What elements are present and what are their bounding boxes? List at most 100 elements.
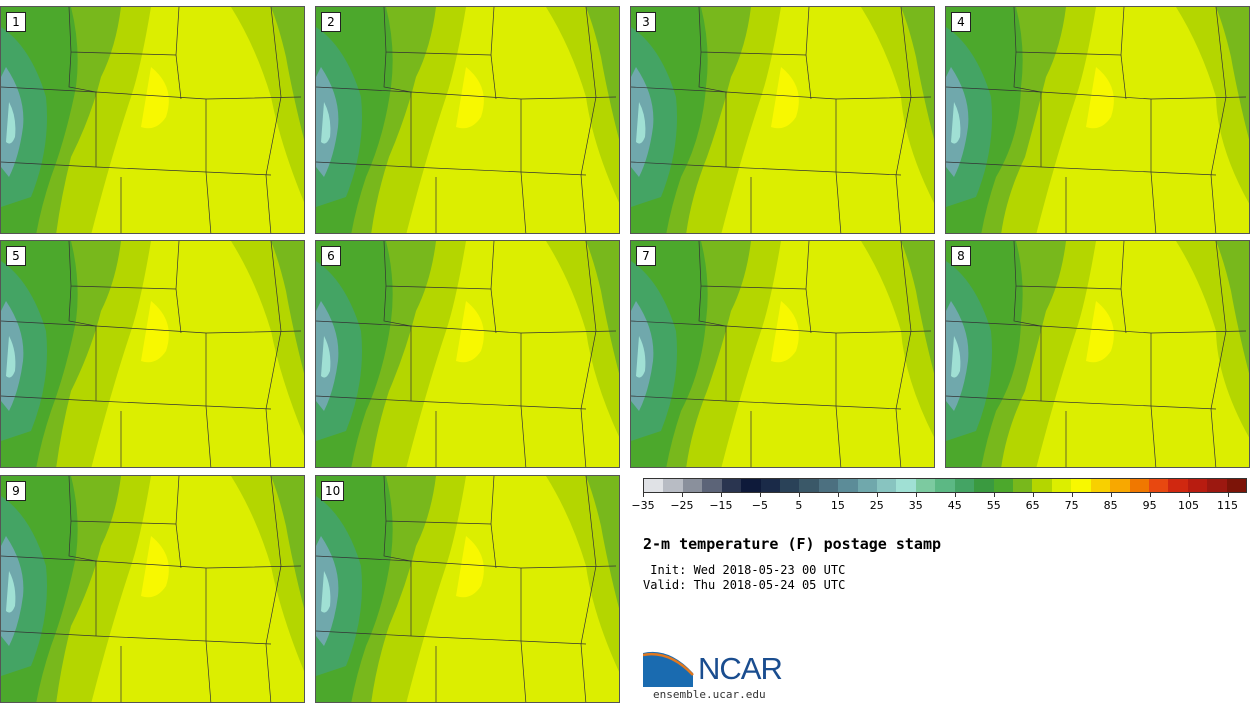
colorbar-tickmark (681, 493, 683, 497)
temperature-contour (456, 301, 484, 363)
member-panel-4: 4 (945, 6, 1250, 234)
state-border (265, 476, 282, 702)
colorbar-swatch (1226, 479, 1247, 492)
state-border (1013, 7, 1125, 56)
temperature-map (1, 7, 304, 233)
colorbar-tick-label: −35 (631, 499, 655, 512)
member-panel-10: 10 (315, 475, 620, 703)
state-border (68, 7, 180, 56)
temperature-contour (1216, 241, 1249, 374)
temperature-contour (586, 476, 619, 609)
member-panel-8: 8 (945, 240, 1250, 468)
state-border (520, 568, 527, 702)
state-border (383, 285, 412, 401)
colorbar-swatch (1051, 479, 1072, 492)
state-border (68, 520, 97, 636)
colorbar-tick-label: 65 (1025, 499, 1040, 512)
temperature-contour (456, 67, 484, 129)
colorbar-swatch (818, 479, 839, 492)
temperature-contour (861, 241, 934, 438)
colorbar-swatch (1013, 479, 1033, 492)
temperature-map (316, 476, 619, 702)
colorbar-tickmark (1227, 493, 1229, 497)
temperature-contour (321, 571, 331, 613)
temperature-contour (141, 301, 169, 363)
temperature-contour (901, 7, 934, 140)
state-border (698, 7, 810, 56)
state-border (1, 86, 97, 93)
temperature-contour (271, 7, 304, 140)
colorbar-tickmark (720, 493, 722, 497)
state-border (383, 7, 495, 56)
state-border (68, 51, 97, 167)
state-border (205, 568, 212, 702)
colorbar-tick-label: 5 (795, 499, 803, 512)
state-border (95, 166, 272, 176)
state-border (490, 288, 497, 334)
colorbar-tick-label: 105 (1178, 499, 1200, 512)
state-border (580, 476, 597, 702)
temperature-map (946, 7, 1249, 233)
temperature-contour (951, 102, 961, 144)
colorbar-swatch (857, 479, 878, 492)
temperature-contour (141, 67, 169, 129)
state-border (1, 630, 97, 637)
colorbar-tickmark (1110, 493, 1112, 497)
state-border (946, 161, 1042, 168)
colorbar-swatch (644, 479, 664, 492)
state-border (1210, 241, 1227, 467)
state-border (316, 630, 412, 637)
colorbar-swatch (896, 479, 916, 492)
temperature-contour (6, 571, 16, 613)
state-border (1120, 54, 1127, 100)
colorbar-tickmark (798, 493, 800, 497)
colorbar-swatch (915, 479, 936, 492)
member-panel-7: 7 (630, 240, 935, 468)
colorbar-tick-label: −5 (751, 499, 768, 512)
state-border (316, 395, 412, 402)
state-border (1013, 51, 1042, 167)
state-border (946, 86, 1042, 93)
state-border (1013, 241, 1125, 290)
colorbar-tickmark (643, 493, 644, 497)
temperature-contour (586, 7, 619, 140)
colorbar-tickmark (837, 493, 839, 497)
temperature-contour (901, 241, 934, 374)
colorbar-swatch (799, 479, 819, 492)
colorbar-tickmark (759, 493, 761, 497)
colorbar-tick-label: 95 (1142, 499, 1157, 512)
colorbar-swatch (974, 479, 994, 492)
colorbar-swatch (1071, 479, 1091, 492)
state-border (1120, 288, 1127, 334)
panel-label: 6 (321, 246, 341, 266)
temperature-contour (6, 102, 16, 144)
state-border (895, 7, 912, 233)
logo-url: ensemble.ucar.edu (653, 688, 766, 701)
colorbar-tickmark (1032, 493, 1034, 497)
colorbar-swatch (741, 479, 761, 492)
temperature-contour (271, 476, 304, 609)
temperature-map (631, 7, 934, 233)
temperature-contour (861, 7, 934, 204)
temperature-contour (6, 336, 16, 378)
state-border (410, 166, 587, 176)
colorbar-tickmark (1188, 493, 1190, 497)
panel-label: 2 (321, 12, 341, 32)
state-border (835, 333, 842, 467)
state-border (68, 285, 97, 401)
temperature-contour (771, 67, 799, 129)
colorbar-swatch (954, 479, 975, 492)
state-border (175, 288, 182, 334)
temperature-map (316, 7, 619, 233)
temperature-contour (456, 536, 484, 598)
state-border (265, 7, 282, 233)
state-border (205, 333, 212, 467)
state-border (265, 241, 282, 467)
state-border (410, 400, 587, 410)
colorbar-swatch (779, 479, 800, 492)
temperature-map (631, 241, 934, 467)
state-border (631, 320, 727, 327)
state-border (698, 285, 727, 401)
colorbar-ticks: −35 −25 −15 −5 5 15 25 35 45 55 65 75 85 95 105 115 (631, 493, 1247, 513)
colorbar-tickmark (915, 493, 917, 497)
